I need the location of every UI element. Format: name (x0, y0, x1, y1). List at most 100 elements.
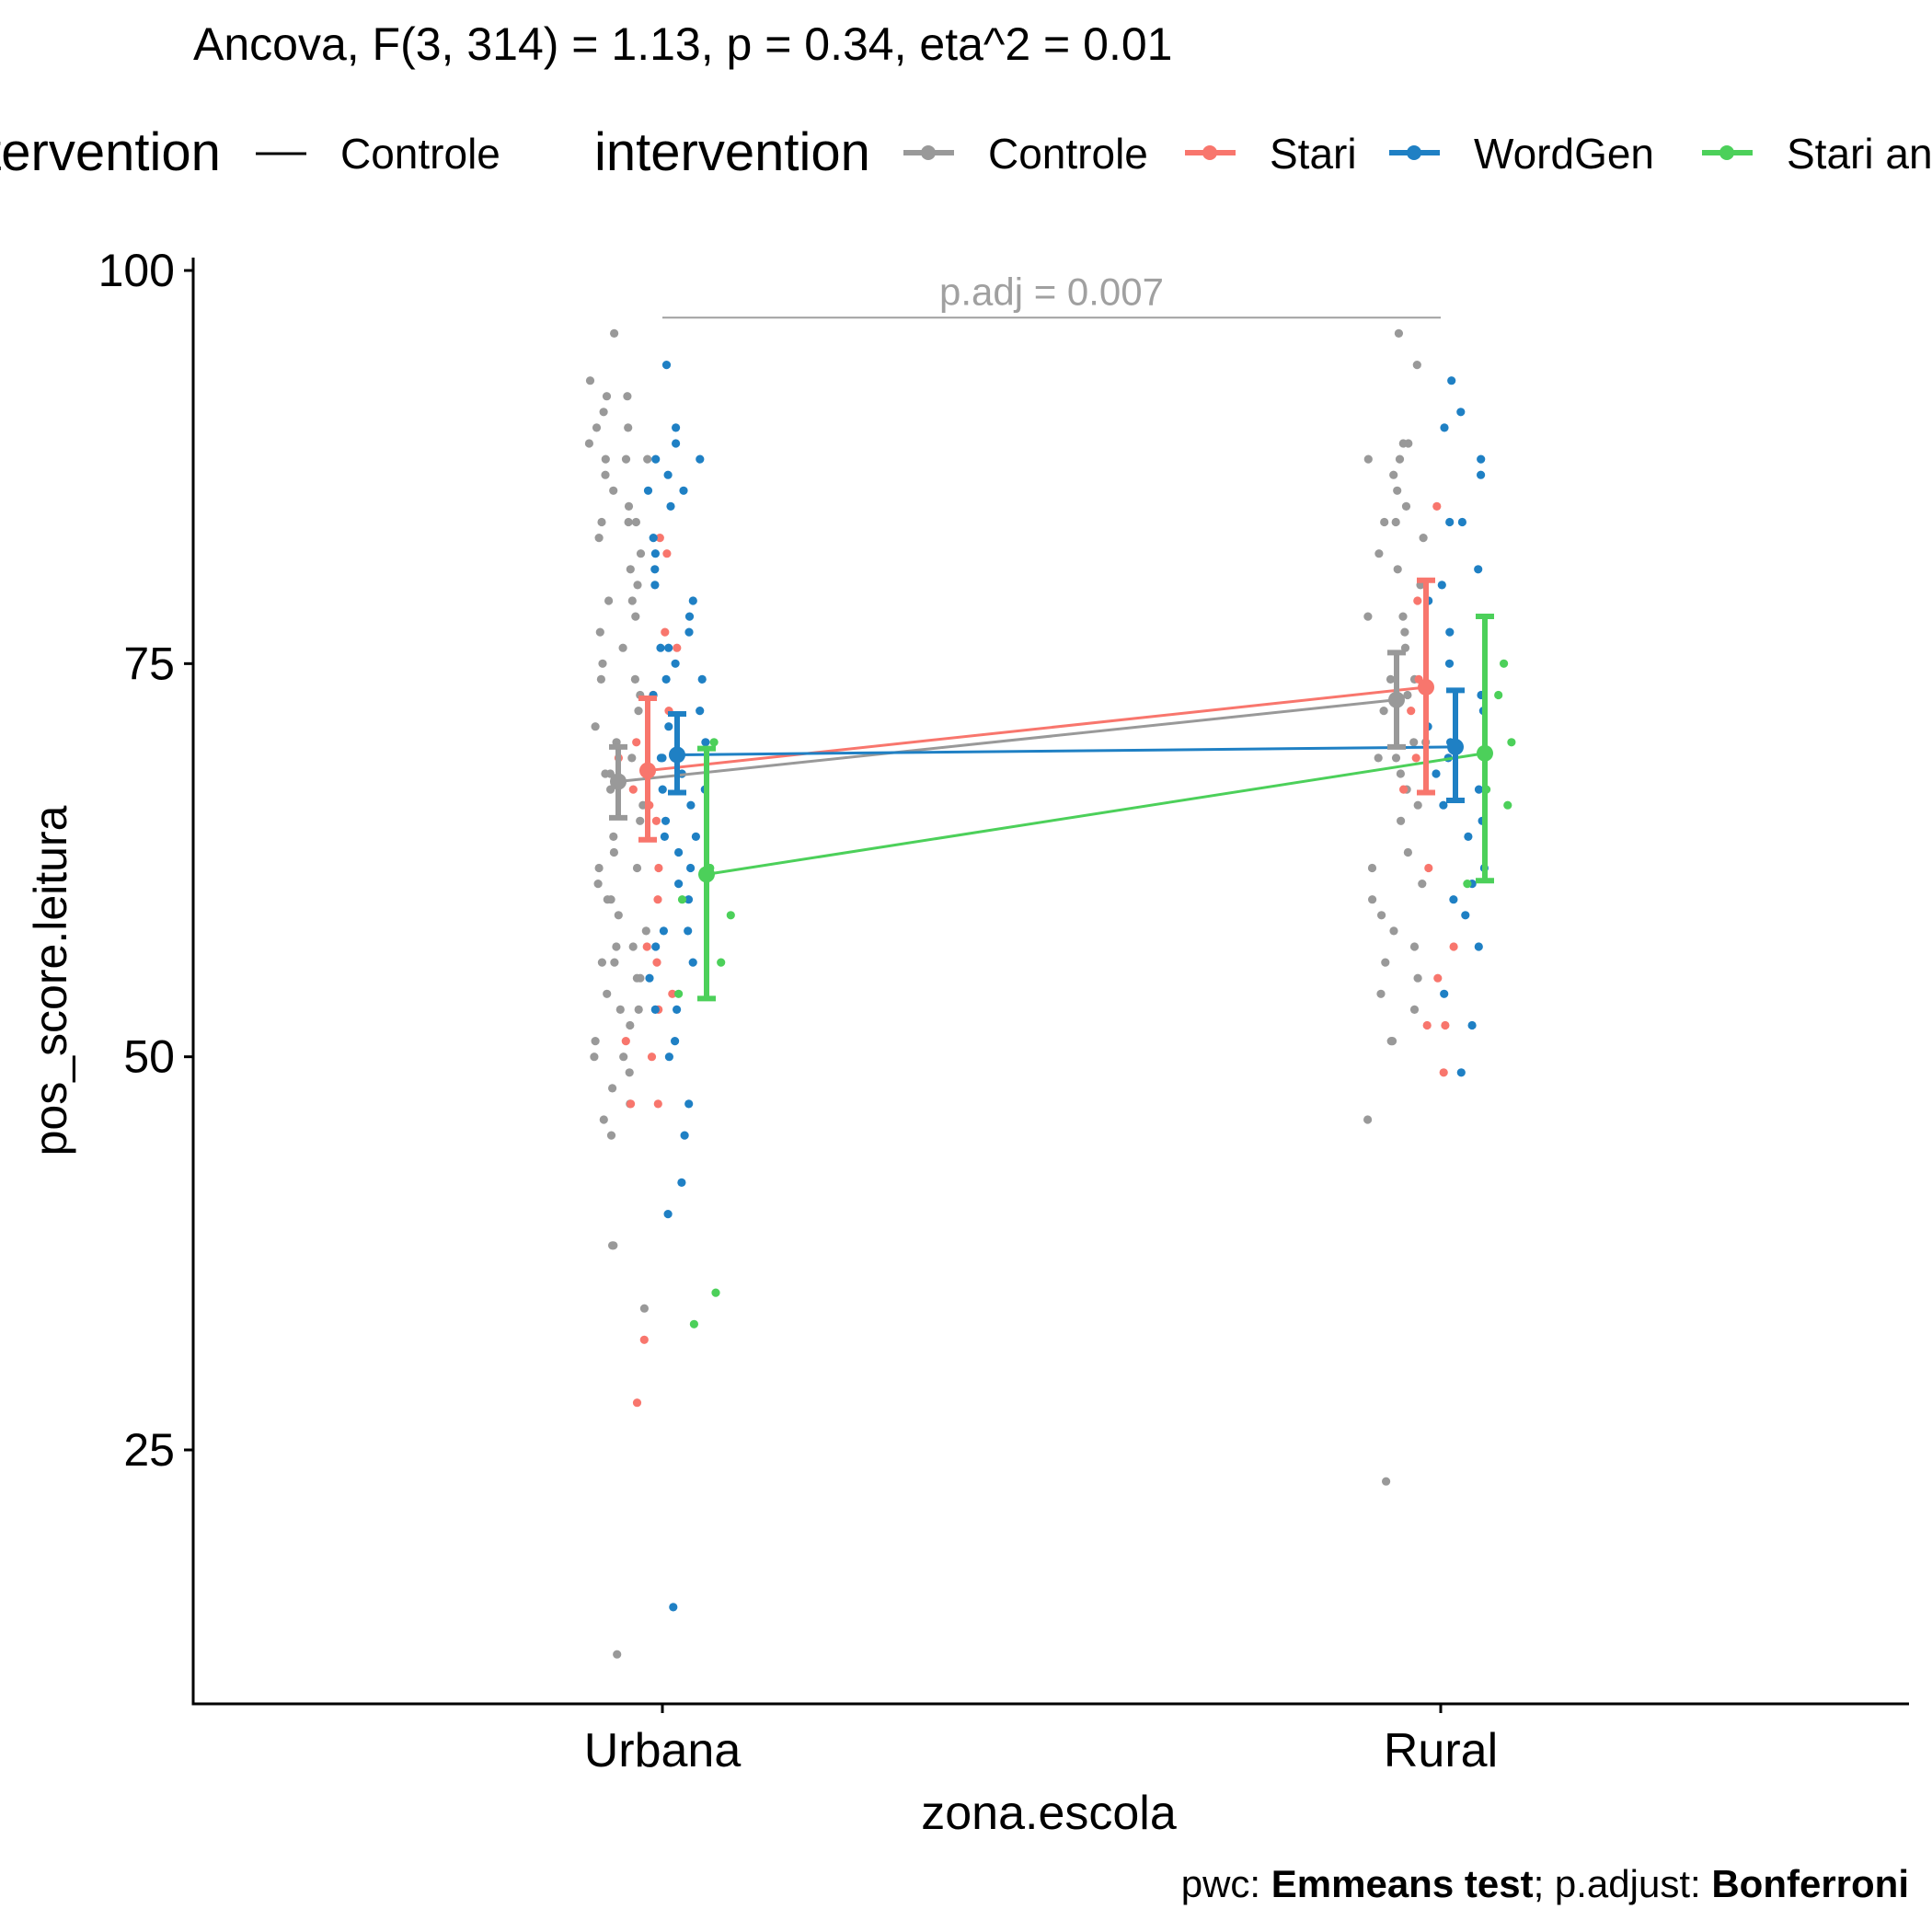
data-point (1474, 942, 1483, 951)
data-point (709, 738, 719, 747)
data-point (628, 785, 638, 794)
data-point (633, 581, 642, 590)
data-point (1409, 1005, 1420, 1014)
data-point (651, 454, 661, 464)
legend-key-point (921, 145, 936, 160)
mean-point (1447, 738, 1464, 755)
caption-adjust-method: Bonferroni (1711, 1862, 1909, 1905)
legend-key-point (1202, 145, 1217, 160)
data-point (661, 627, 670, 637)
data-point (643, 486, 653, 495)
data-point (1386, 674, 1396, 684)
data-point (1413, 596, 1422, 605)
data-point (651, 942, 661, 951)
data-point (656, 643, 665, 652)
data-point (643, 454, 652, 464)
data-point (625, 1068, 634, 1077)
data-point (594, 534, 604, 543)
data-point (609, 1241, 618, 1250)
data-point (618, 643, 627, 652)
data-point (1381, 958, 1390, 967)
data-point (1389, 470, 1398, 479)
data-point (677, 895, 687, 904)
data-point (1432, 769, 1441, 778)
data-point (650, 581, 660, 590)
data-point (631, 612, 640, 621)
data-point (717, 958, 726, 967)
mean-point (639, 762, 656, 779)
legend-line-title: intervention (0, 122, 221, 182)
data-point (1379, 707, 1388, 716)
data-point (655, 534, 664, 543)
data-point (1447, 376, 1456, 385)
data-point (1457, 517, 1466, 527)
data-point (1401, 501, 1411, 512)
data-point (585, 376, 595, 385)
data-point (1363, 454, 1373, 464)
data-point (1394, 328, 1403, 338)
data-point (615, 1005, 625, 1014)
data-point (628, 942, 638, 951)
data-point (636, 816, 645, 825)
y-axis-label: pos_score.leitura (25, 805, 76, 1156)
data-point (1477, 454, 1486, 464)
data-point (672, 439, 681, 448)
data-point (684, 612, 695, 621)
data-point (1500, 659, 1509, 668)
data-point (609, 832, 618, 842)
data-point (1449, 942, 1458, 951)
data-point (1440, 989, 1449, 998)
legend-points-title: intervention (594, 122, 870, 182)
data-point (1374, 753, 1383, 763)
data-point (626, 1020, 635, 1030)
data-point (1445, 627, 1455, 637)
data-point (624, 423, 633, 432)
data-point (664, 1052, 674, 1062)
chart-title: Ancova, F(3, 314) = 1.13, p = 0.34, eta^… (193, 18, 1172, 70)
x-tick-label: Rural (1384, 1724, 1498, 1777)
data-point (674, 880, 684, 889)
data-point (609, 486, 618, 495)
data-point (1398, 612, 1408, 621)
series-line (676, 745, 1456, 756)
data-point (674, 847, 684, 857)
data-points (584, 328, 1516, 1659)
data-point (592, 423, 602, 432)
data-point (619, 1052, 628, 1062)
mean-point (1418, 678, 1434, 696)
data-point (660, 832, 670, 842)
data-point (1456, 408, 1466, 417)
data-point (1407, 707, 1416, 716)
mean-point (610, 773, 627, 790)
data-point (686, 800, 696, 810)
data-point (621, 1037, 630, 1046)
data-point (1424, 863, 1433, 873)
data-point (639, 1304, 650, 1313)
data-point (668, 989, 677, 998)
x-axis-ticks: Urbana Rural (584, 1704, 1498, 1777)
data-point (632, 1398, 642, 1408)
data-point (659, 926, 669, 936)
data-point (701, 738, 710, 747)
data-point (632, 863, 642, 873)
data-point (662, 549, 672, 558)
mean-point (1388, 691, 1405, 708)
data-point (608, 1084, 617, 1093)
data-point (627, 1099, 636, 1109)
y-axis-ticks: 25 50 75 100 (98, 245, 193, 1476)
data-point (1367, 863, 1377, 873)
data-point (630, 674, 640, 684)
data-point (654, 863, 663, 873)
mean-lines (617, 685, 1486, 876)
caption-prefix-1: pwc: (1181, 1862, 1271, 1905)
data-point (684, 627, 694, 637)
data-point (632, 973, 642, 983)
data-point (1368, 895, 1377, 904)
data-point (1403, 690, 1412, 700)
data-point (1444, 659, 1455, 668)
data-point (596, 674, 606, 684)
data-point (1467, 1020, 1477, 1030)
data-point (658, 785, 667, 794)
data-point (696, 707, 705, 716)
